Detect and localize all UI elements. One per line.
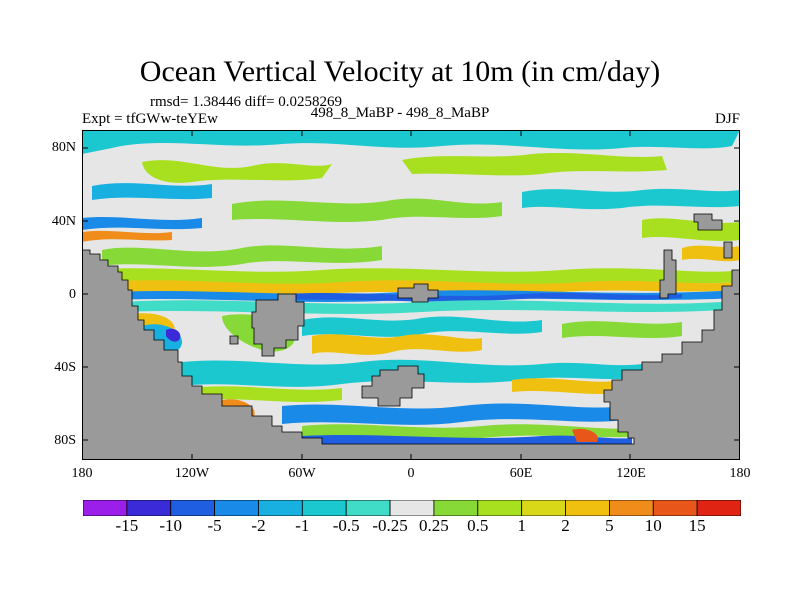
colorbar-swatch — [477, 500, 523, 516]
colorbar-label: -0.5 — [332, 516, 360, 535]
contour-band — [302, 435, 632, 444]
x-tick-label: 120E — [616, 466, 646, 481]
contour-band — [232, 198, 502, 222]
landmass — [82, 249, 740, 460]
colorbar-swatch — [521, 500, 566, 516]
landmass — [659, 249, 677, 299]
colorbar-label: -2 — [251, 516, 266, 535]
colorbar-swatch — [389, 500, 435, 516]
colorbar-label: -10 — [159, 516, 183, 535]
y-tick-label: 40S — [54, 360, 76, 375]
y-tick-label: 0 — [69, 287, 76, 302]
landmass — [361, 365, 425, 407]
experiment-label: Expt = tfGWw-teYEw — [82, 111, 218, 127]
landmass — [229, 335, 239, 345]
landmass — [397, 283, 439, 303]
land-masses — [82, 213, 740, 460]
colorbar-swatch — [83, 500, 128, 516]
colorbar-swatch — [214, 500, 259, 516]
contour-band — [282, 403, 622, 425]
colorbar-swatch — [696, 500, 741, 516]
colorbar-swatch — [170, 500, 216, 516]
colorbar-swatch — [433, 500, 479, 516]
landmass — [693, 213, 723, 231]
contour-band — [512, 378, 622, 394]
colorbar-swatch — [345, 500, 391, 516]
x-tick-label: 60E — [509, 466, 533, 481]
colorbar-swatch — [565, 500, 610, 516]
colorbar-label: 0.5 — [467, 516, 489, 535]
x-tick-label: 0 — [407, 466, 415, 481]
colorbar-swatch — [258, 500, 303, 516]
colorbar-label: 15 — [688, 516, 706, 535]
colorbar-label: -15 — [115, 516, 139, 535]
colorbar-label: -5 — [207, 516, 222, 535]
contour-band — [522, 188, 740, 210]
colorbar-label: 2 — [561, 516, 570, 535]
y-tick-label: 80S — [54, 433, 76, 448]
colorbar — [83, 500, 741, 516]
contour-band — [82, 230, 172, 242]
contour-band — [282, 292, 682, 302]
colorbar-label: 5 — [605, 516, 614, 535]
y-tick-label: 40N — [51, 214, 76, 229]
colorbar-label: 10 — [644, 516, 662, 535]
contour-band — [572, 428, 598, 442]
landmass — [723, 241, 733, 259]
contour-band — [82, 130, 740, 154]
x-tick-label: 60W — [288, 466, 316, 481]
y-tick-label: 80N — [51, 140, 76, 155]
colorbar-swatch — [301, 500, 347, 516]
comparison-label: 498_8_MaBP - 498_8_MaBP — [310, 105, 490, 121]
colorbar-swatch — [126, 500, 172, 516]
chart-title: Ocean Vertical Velocity at 10m (in cm/da… — [139, 55, 661, 88]
x-tick-label: 180 — [729, 466, 751, 481]
contour-band — [166, 328, 181, 342]
season-label: DJF — [714, 111, 740, 127]
axis-ticks — [82, 130, 740, 460]
colorbar-label: 1 — [517, 516, 526, 535]
contour-band — [402, 153, 667, 176]
contour-band — [92, 183, 212, 200]
contour-band — [142, 160, 332, 183]
colorbar-swatch — [609, 500, 654, 516]
x-tick-label: 180 — [71, 466, 93, 481]
colorbar-swatch — [652, 500, 698, 516]
contour-band — [312, 334, 482, 355]
contour-band — [102, 245, 382, 267]
contour-band — [562, 321, 682, 338]
colorbar-label: -0.25 — [372, 516, 408, 535]
colorbar-label: 0.25 — [419, 516, 449, 535]
contour-band — [192, 386, 342, 402]
contour-band — [82, 217, 202, 230]
landmass — [251, 293, 305, 357]
contour-band — [302, 316, 542, 337]
colorbar-label: -1 — [295, 516, 310, 535]
stats-text: rmsd= 1.38446 diff= 0.0258269 — [150, 94, 343, 110]
x-tick-label: 120W — [174, 466, 210, 481]
map-panel — [82, 130, 740, 460]
